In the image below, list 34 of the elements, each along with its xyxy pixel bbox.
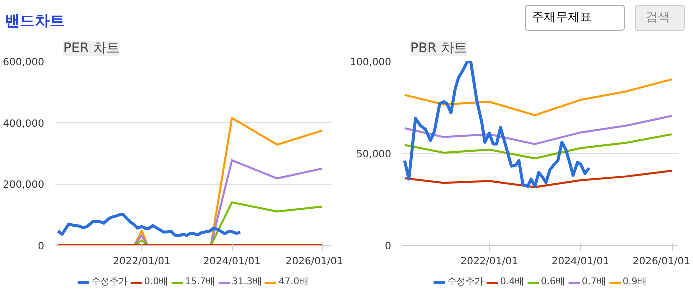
x-tick-label: 2024/01/01 — [552, 256, 610, 268]
legend-label: 31.3배 — [232, 276, 262, 288]
text: 검색 — [646, 9, 670, 26]
text: 주재무제표 — [532, 9, 592, 26]
y-tick-label: 50,000 — [356, 150, 392, 160]
x-tick-label: 2022/01/01 — [460, 256, 518, 268]
y-tick-label: 400,000 — [3, 118, 45, 130]
legend-label: 0.4배 — [500, 276, 524, 288]
chart-title: PBR 차트 — [410, 42, 468, 56]
line-series — [404, 170, 674, 188]
text: 밴드차트 — [5, 11, 65, 32]
line-series — [404, 134, 674, 160]
line-series — [403, 62, 591, 188]
x-tick-label: 2026/01/01 — [632, 256, 691, 268]
y-tick-label: 0 — [38, 242, 45, 252]
chart-title: PER 차트 — [64, 42, 120, 56]
legend-label: 15.7배 — [185, 276, 216, 288]
legend-label: 47.0배 — [278, 276, 309, 288]
line-series — [56, 213, 242, 238]
legend-label: 수정주가 — [447, 276, 484, 288]
legend-label: 0.7배 — [582, 276, 606, 288]
legend-label: 0.6배 — [541, 276, 565, 288]
x-tick-label: 2022/01/01 — [113, 256, 171, 268]
y-tick-label: 0 — [385, 242, 392, 252]
legend-label: 0.0배 — [144, 276, 168, 288]
legend-label: 0.9배 — [622, 276, 647, 288]
line-series — [404, 115, 674, 146]
y-tick-label: 600,000 — [3, 58, 45, 68]
y-tick-label: 100,000 — [350, 58, 392, 68]
line-series — [404, 78, 674, 116]
x-tick-label: 2024/01/01 — [203, 256, 261, 268]
x-tick-label: 2026/01/01 — [286, 256, 344, 268]
y-tick-label: 200,000 — [3, 180, 45, 192]
legend-label: 수정주가 — [91, 276, 128, 288]
